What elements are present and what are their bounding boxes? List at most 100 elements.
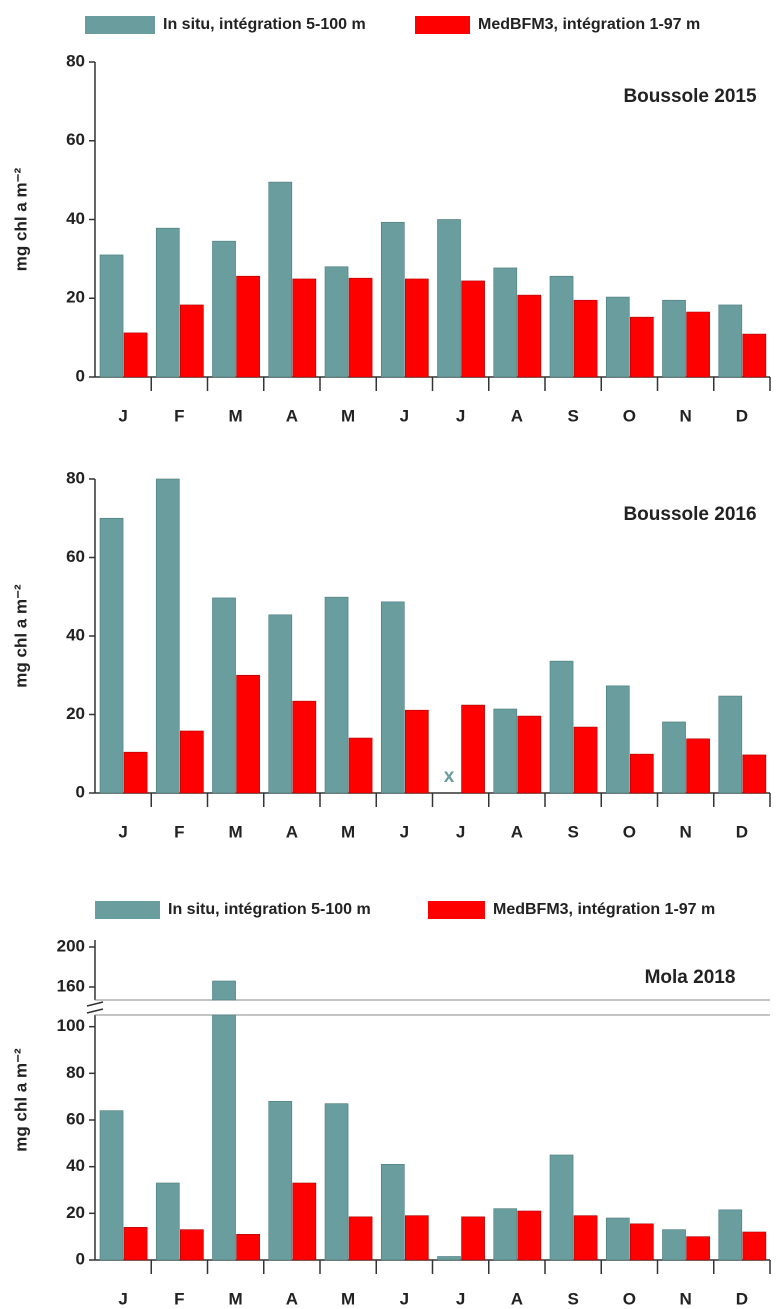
y-tick-label: 20 [66, 704, 85, 723]
bar [405, 1215, 429, 1261]
x-tick-label: N [679, 822, 691, 841]
bar [437, 219, 461, 378]
y-tick-label: 80 [66, 468, 85, 487]
y-axis-label: mg chl a m⁻² [11, 584, 30, 688]
bar [212, 980, 236, 1001]
bar [324, 596, 349, 794]
x-tick-label: A [286, 822, 298, 841]
bar [292, 278, 317, 378]
x-tick-label: J [400, 406, 409, 425]
x-tick-label: J [456, 406, 465, 425]
bar [268, 181, 293, 378]
x-tick-label: D [736, 406, 748, 425]
y-axis-label: mg chl a m⁻² [11, 167, 30, 271]
y-tick-label: 0 [76, 782, 85, 801]
legend-swatch [95, 901, 160, 919]
bar [493, 708, 518, 794]
bar [212, 1014, 236, 1261]
bar [212, 240, 236, 378]
bar [517, 715, 542, 794]
bar [718, 304, 743, 378]
x-tick-label: D [736, 822, 748, 841]
legend-label: MedBFM3, intégration 1-97 m [478, 16, 700, 33]
legend-label: MedBFM3, intégration 1-97 m [493, 901, 715, 918]
y-tick-label: 20 [66, 288, 85, 307]
bar [493, 1208, 518, 1261]
bar [549, 1154, 574, 1261]
bar [686, 738, 710, 794]
bar [461, 704, 485, 794]
x-tick-label: M [341, 406, 355, 425]
bar [268, 1101, 293, 1261]
x-tick-label: M [341, 1289, 355, 1308]
x-tick-label: A [511, 1289, 523, 1308]
y-tick-label: 0 [76, 366, 85, 385]
chart-title: Boussole 2015 [623, 86, 756, 107]
bar [605, 296, 630, 378]
bar [123, 751, 148, 794]
chart-title: Boussole 2016 [623, 504, 756, 525]
bar [517, 294, 542, 378]
x-tick-label: S [567, 822, 578, 841]
bar [155, 478, 180, 794]
y-tick-label: 60 [66, 1109, 85, 1128]
bar [686, 1236, 710, 1261]
y-tick-label: 40 [66, 209, 85, 228]
bar [493, 267, 518, 378]
bar [605, 1217, 630, 1261]
bar [686, 311, 710, 378]
bar [630, 1223, 654, 1261]
bar [380, 601, 405, 794]
x-tick-label: J [456, 1289, 465, 1308]
bar [742, 333, 767, 378]
y-tick-label: 60 [66, 130, 85, 149]
bar [236, 674, 260, 794]
bar [573, 1215, 598, 1261]
x-tick-label: O [623, 822, 636, 841]
bar [123, 332, 148, 378]
bar [437, 1256, 461, 1261]
bar [99, 1110, 124, 1261]
bar [662, 1229, 686, 1261]
bar [662, 721, 686, 794]
axis-break [86, 1008, 104, 1014]
x-tick-label: F [174, 1289, 184, 1308]
x-tick-label: S [567, 1289, 578, 1308]
bar [180, 304, 204, 378]
bar [517, 1210, 542, 1261]
bar [742, 754, 767, 794]
bar [180, 1229, 204, 1261]
bar [180, 730, 204, 794]
x-tick-label: J [400, 1289, 409, 1308]
y-tick-label: 0 [76, 1249, 85, 1268]
bar [236, 275, 260, 378]
bar [461, 1216, 485, 1261]
x-tick-label: N [679, 406, 691, 425]
bar [549, 275, 574, 378]
x-tick-label: M [229, 822, 243, 841]
y-tick-label: 200 [57, 936, 85, 955]
y-tick-label: 20 [66, 1203, 85, 1222]
bar [380, 221, 405, 378]
x-tick-label: J [456, 822, 465, 841]
bar [123, 1227, 148, 1261]
legend-swatch [85, 16, 155, 34]
bar [99, 517, 124, 794]
bar [630, 753, 654, 794]
bar [348, 737, 373, 794]
y-tick-label: 100 [57, 1016, 85, 1035]
x-tick-label: A [286, 1289, 298, 1308]
bar [268, 614, 293, 794]
y-tick-label: 160 [57, 976, 85, 995]
bar [405, 709, 429, 794]
x-tick-label: J [118, 406, 127, 425]
bar [155, 1182, 180, 1261]
y-tick-label: 80 [66, 1063, 85, 1082]
bar [99, 254, 124, 378]
bar [324, 266, 349, 378]
x-tick-label: F [174, 406, 184, 425]
x-tick-label: O [623, 1289, 636, 1308]
legend-label: In situ, intégration 5-100 m [168, 901, 371, 918]
bar [292, 700, 317, 794]
bar [662, 299, 686, 378]
